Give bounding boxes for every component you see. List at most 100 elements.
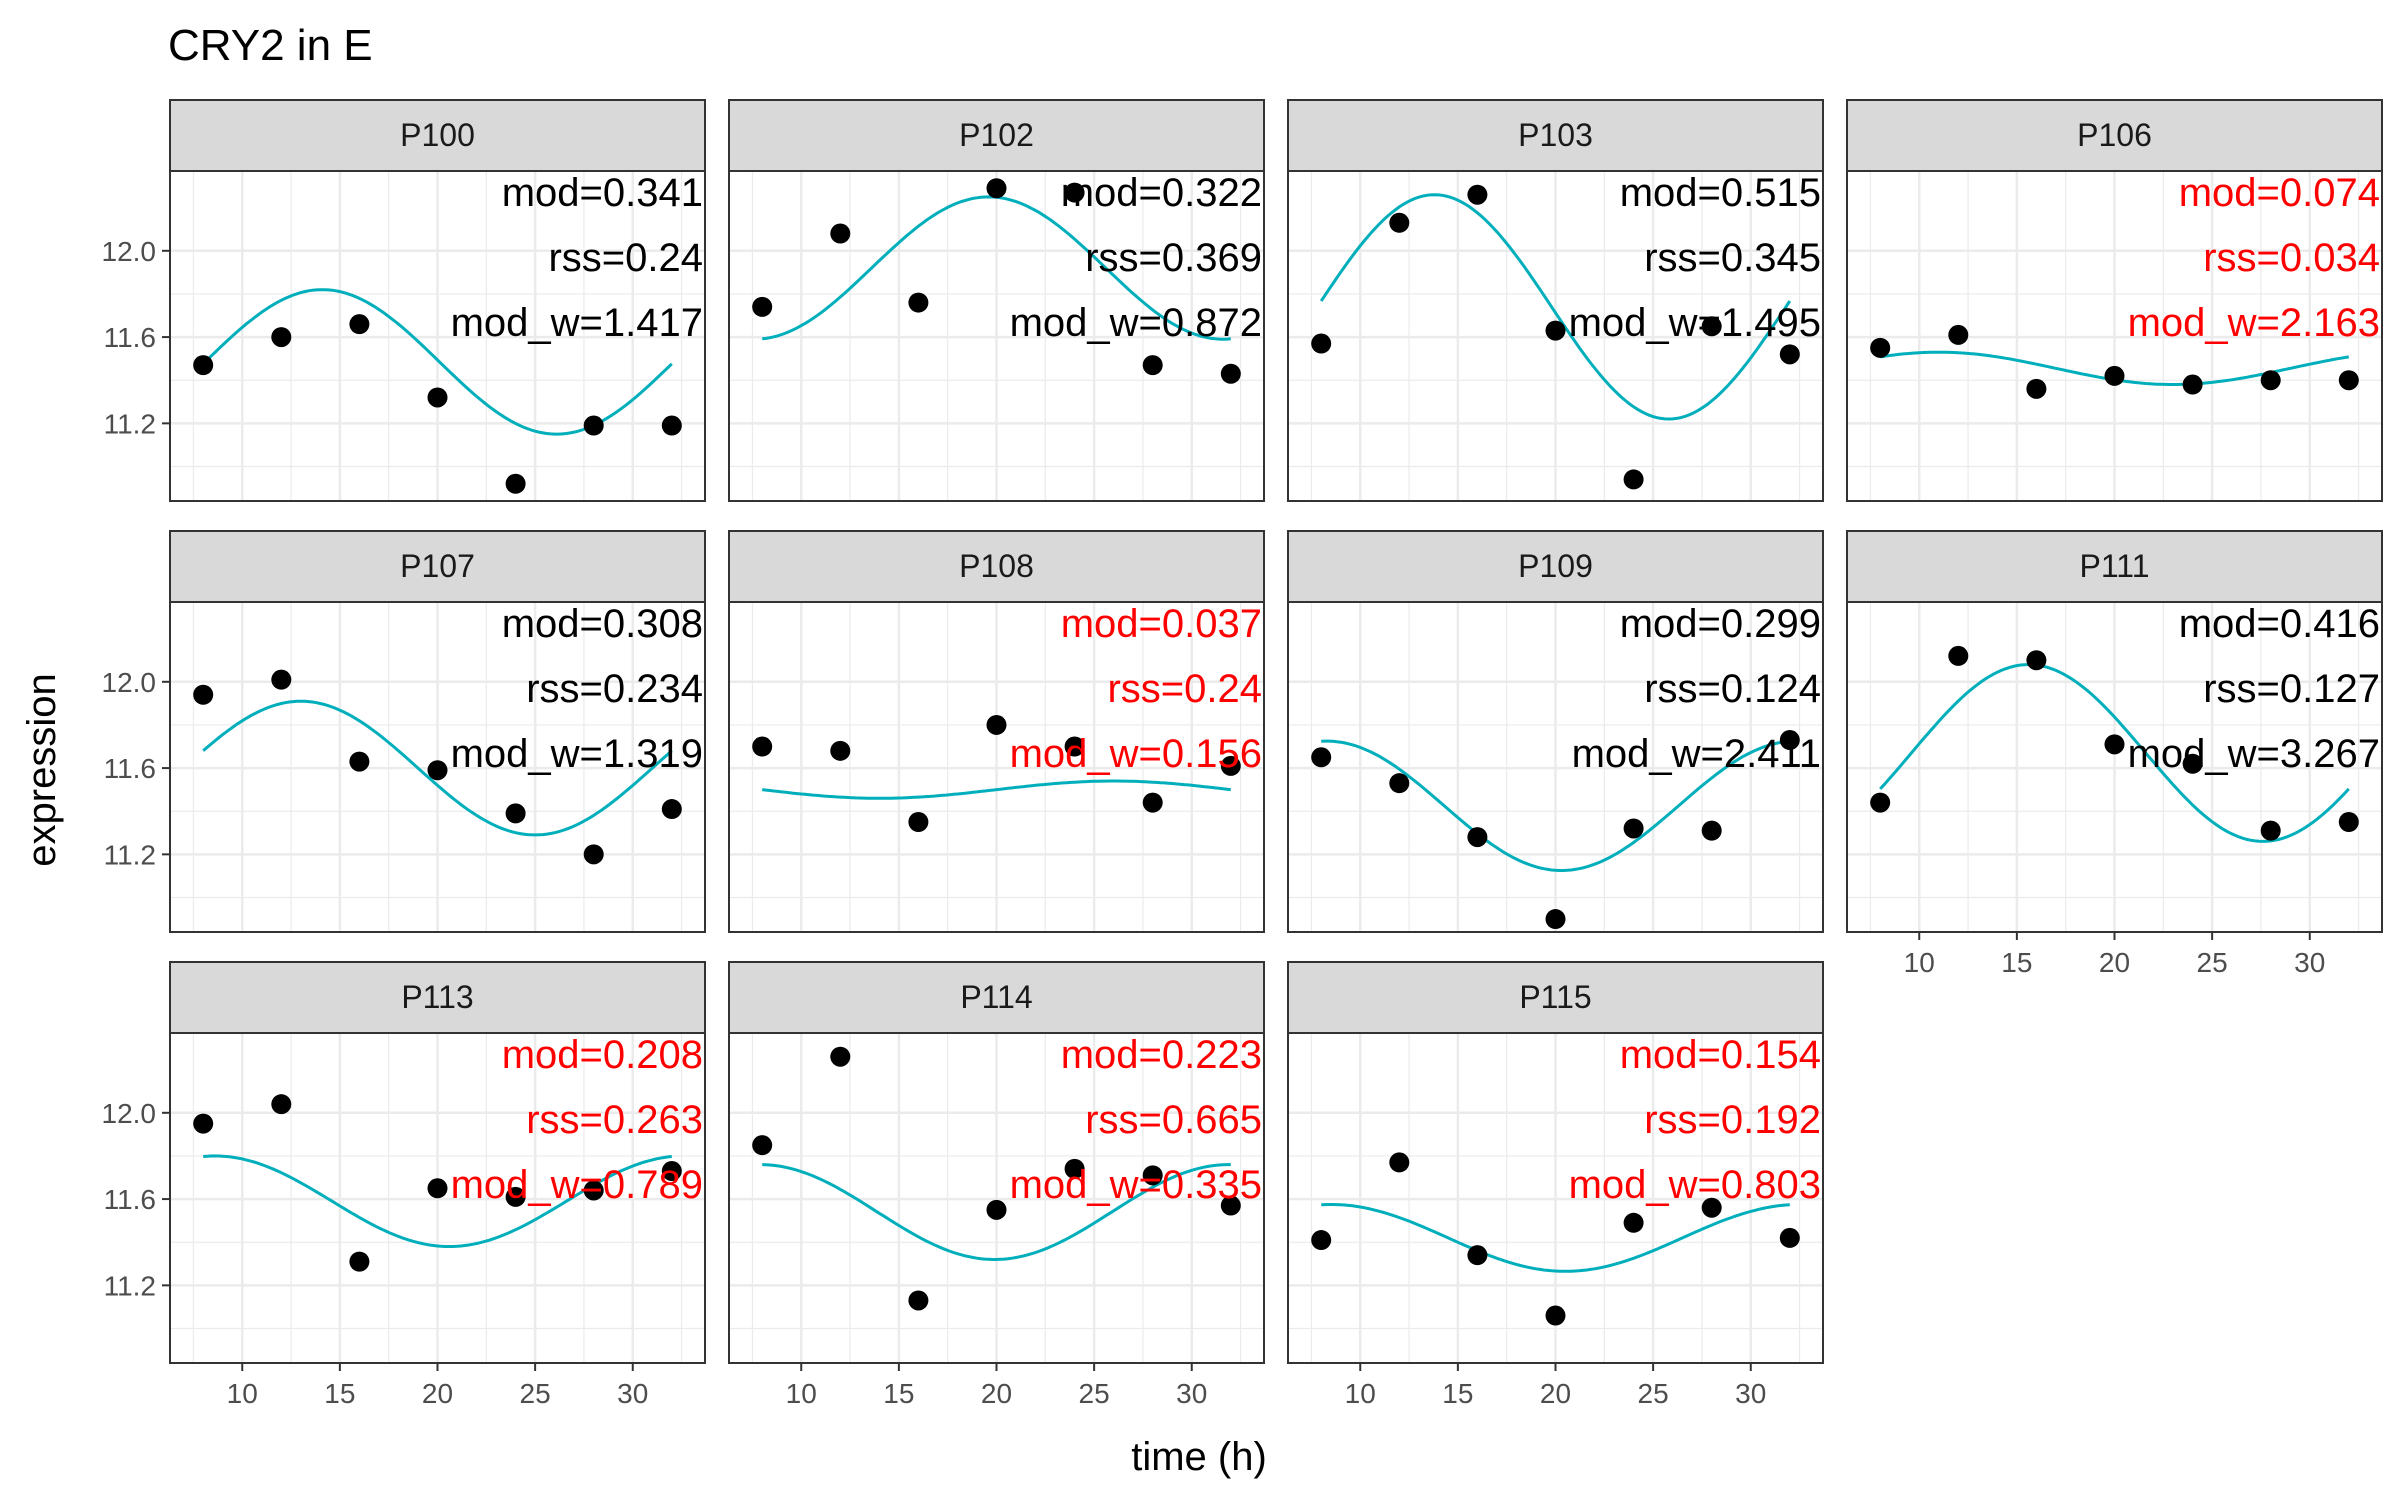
y-tick-label: 12.0: [102, 236, 157, 267]
data-point: [2026, 650, 2047, 671]
data-point: [1701, 1197, 1722, 1218]
strip-label: P108: [959, 548, 1034, 584]
facet-panel: P111 mod=0.416 rss=0.127 mod_w=3.267 10 15 20 2…: [1846, 530, 2383, 978]
data-point: [1311, 747, 1332, 768]
strip-background: [1287, 961, 1824, 1034]
data-point: [1948, 324, 1969, 345]
facet-panel: P102 mod=0.322 rss=0.369 mod_w=0.872: [728, 99, 1265, 502]
x-tick-label: 20: [981, 1378, 1012, 1409]
data-point: [193, 684, 214, 705]
panel-border: [169, 601, 706, 933]
stat-mod: mod=0.308: [502, 602, 703, 646]
stat-mod-w: mod_w=0.789: [451, 1163, 703, 1207]
stat-mod-w: mod_w=1.417: [451, 301, 703, 345]
data-point: [505, 803, 526, 824]
panel-border: [169, 170, 706, 502]
fit-curve: [1319, 193, 1792, 421]
y-tick-label: 12.0: [102, 1098, 157, 1129]
stat-rss: rss=0.034: [2203, 236, 2380, 280]
x-tick-label: 30: [1735, 1378, 1766, 1409]
strip-label: P115: [1519, 979, 1591, 1015]
data-point: [1142, 1165, 1163, 1186]
data-point: [908, 1290, 929, 1311]
x-tick-label: 25: [1079, 1378, 1110, 1409]
data-point: [349, 1251, 370, 1272]
data-point: [986, 178, 1007, 199]
data-point: [193, 1113, 214, 1134]
strip-background: [1287, 530, 1824, 603]
stat-rss: rss=0.127: [2203, 667, 2380, 711]
data-point: [427, 387, 448, 408]
data-point: [1870, 792, 1891, 813]
x-tick-label: 15: [1442, 1378, 1473, 1409]
facet-panel: P100 mod=0.341 rss=0.24 mod_w=1.417 11.2 11.6…: [102, 99, 706, 502]
stat-mod-w: mod_w=3.267: [2128, 732, 2380, 776]
stat-mod-w: mod_w=0.803: [1569, 1163, 1821, 1207]
x-tick-label: 15: [2001, 947, 2032, 978]
x-tick-label: 10: [227, 1378, 258, 1409]
data-point: [1064, 1158, 1085, 1179]
data-point: [1467, 184, 1488, 205]
stat-rss: rss=0.665: [1085, 1098, 1262, 1142]
facet-panel: P108 mod=0.037 rss=0.24 mod_w=0.156: [728, 530, 1265, 933]
data-point: [427, 760, 448, 781]
panel-border: [728, 601, 1265, 933]
data-point: [271, 327, 292, 348]
data-point: [1545, 909, 1566, 930]
data-point: [661, 415, 682, 436]
stat-rss: rss=0.369: [1085, 236, 1262, 280]
data-point: [1779, 730, 1800, 751]
stat-mod-w: mod_w=2.411: [1572, 732, 1821, 776]
fit-curve: [762, 779, 1231, 800]
x-tick-label: 15: [324, 1378, 355, 1409]
strip-label: P106: [2077, 117, 2152, 153]
x-tick-label: 30: [2294, 947, 2325, 978]
y-tick-label: 11.2: [104, 408, 156, 439]
y-tick-label: 11.6: [104, 1184, 156, 1215]
data-point: [1064, 182, 1085, 203]
data-point: [1467, 827, 1488, 848]
data-point: [271, 669, 292, 690]
data-point: [752, 736, 773, 757]
x-tick-label: 25: [1638, 1378, 1669, 1409]
data-point: [505, 473, 526, 494]
strip-background: [1287, 99, 1824, 172]
stat-mod: mod=0.154: [1620, 1033, 1821, 1077]
y-tick-label: 11.6: [104, 753, 156, 784]
strip-background: [728, 961, 1265, 1034]
strip-label: P113: [401, 979, 473, 1015]
data-point: [1389, 773, 1410, 794]
facet-panel: P109 mod=0.299 rss=0.124 mod_w=2.411: [1287, 530, 1824, 933]
x-tick-label: 20: [1540, 1378, 1571, 1409]
facet-panel: P106 mod=0.074 rss=0.034 mod_w=2.163: [1846, 99, 2383, 502]
x-tick-label: 20: [2099, 947, 2130, 978]
data-point: [1142, 792, 1163, 813]
y-tick-label: 11.2: [104, 1270, 156, 1301]
y-axis-label: expression: [20, 673, 64, 866]
strip-background: [1846, 99, 2383, 172]
strip-label: P103: [1518, 117, 1593, 153]
stat-rss: rss=0.24: [548, 236, 703, 280]
data-point: [1064, 736, 1085, 757]
panel-border: [1287, 170, 1824, 502]
facet-panel: P113 mod=0.208 rss=0.263 mod_w=0.789 11.2 11.…: [102, 961, 706, 1409]
data-point: [1623, 469, 1644, 490]
data-point: [1948, 645, 1969, 666]
data-point: [505, 1186, 526, 1207]
x-tick-label: 25: [520, 1378, 551, 1409]
data-point: [2182, 753, 2203, 774]
facet-grid: P100 mod=0.341 rss=0.24 mod_w=1.417 11.2 11.6…: [102, 99, 2383, 1409]
stat-rss: rss=0.124: [1644, 667, 1821, 711]
data-point: [2104, 734, 2125, 755]
x-tick-label: 30: [1176, 1378, 1207, 1409]
data-point: [583, 844, 604, 865]
facet-panel: P115 mod=0.154 rss=0.192 mod_w=0.803 10 15 20 2…: [1287, 961, 1824, 1409]
x-tick-label: 10: [1345, 1378, 1376, 1409]
data-point: [1779, 344, 1800, 365]
x-tick-label: 20: [422, 1378, 453, 1409]
data-point: [1701, 820, 1722, 841]
stat-mod: mod=0.037: [1061, 602, 1262, 646]
data-point: [193, 355, 214, 376]
data-point: [271, 1094, 292, 1115]
